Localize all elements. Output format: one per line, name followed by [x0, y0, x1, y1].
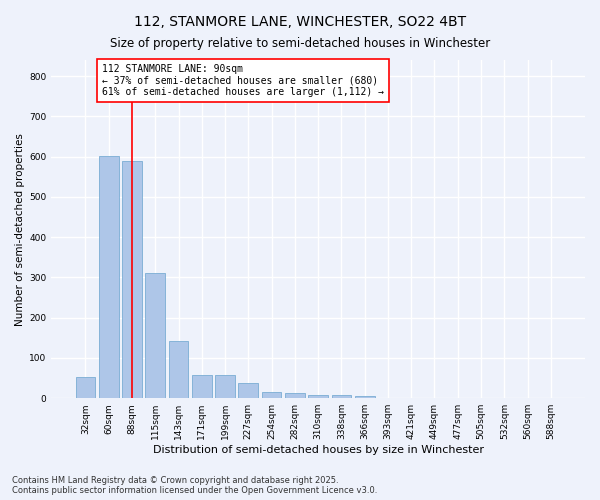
Y-axis label: Number of semi-detached properties: Number of semi-detached properties — [15, 132, 25, 326]
Bar — [122, 160, 142, 398]
Text: Contains HM Land Registry data © Crown copyright and database right 2025.
Contai: Contains HM Land Registry data © Crown c… — [12, 476, 377, 495]
Bar — [332, 394, 352, 398]
Bar — [99, 156, 119, 398]
Bar — [355, 396, 374, 398]
Bar — [192, 376, 212, 398]
X-axis label: Distribution of semi-detached houses by size in Winchester: Distribution of semi-detached houses by … — [152, 445, 484, 455]
Bar — [262, 392, 281, 398]
Text: Size of property relative to semi-detached houses in Winchester: Size of property relative to semi-detach… — [110, 38, 490, 51]
Bar — [145, 273, 165, 398]
Bar — [215, 376, 235, 398]
Text: 112 STANMORE LANE: 90sqm
← 37% of semi-detached houses are smaller (680)
61% of : 112 STANMORE LANE: 90sqm ← 37% of semi-d… — [102, 64, 384, 97]
Bar — [308, 394, 328, 398]
Bar — [169, 340, 188, 398]
Text: 112, STANMORE LANE, WINCHESTER, SO22 4BT: 112, STANMORE LANE, WINCHESTER, SO22 4BT — [134, 15, 466, 29]
Bar — [238, 382, 258, 398]
Bar — [285, 394, 305, 398]
Bar — [76, 378, 95, 398]
